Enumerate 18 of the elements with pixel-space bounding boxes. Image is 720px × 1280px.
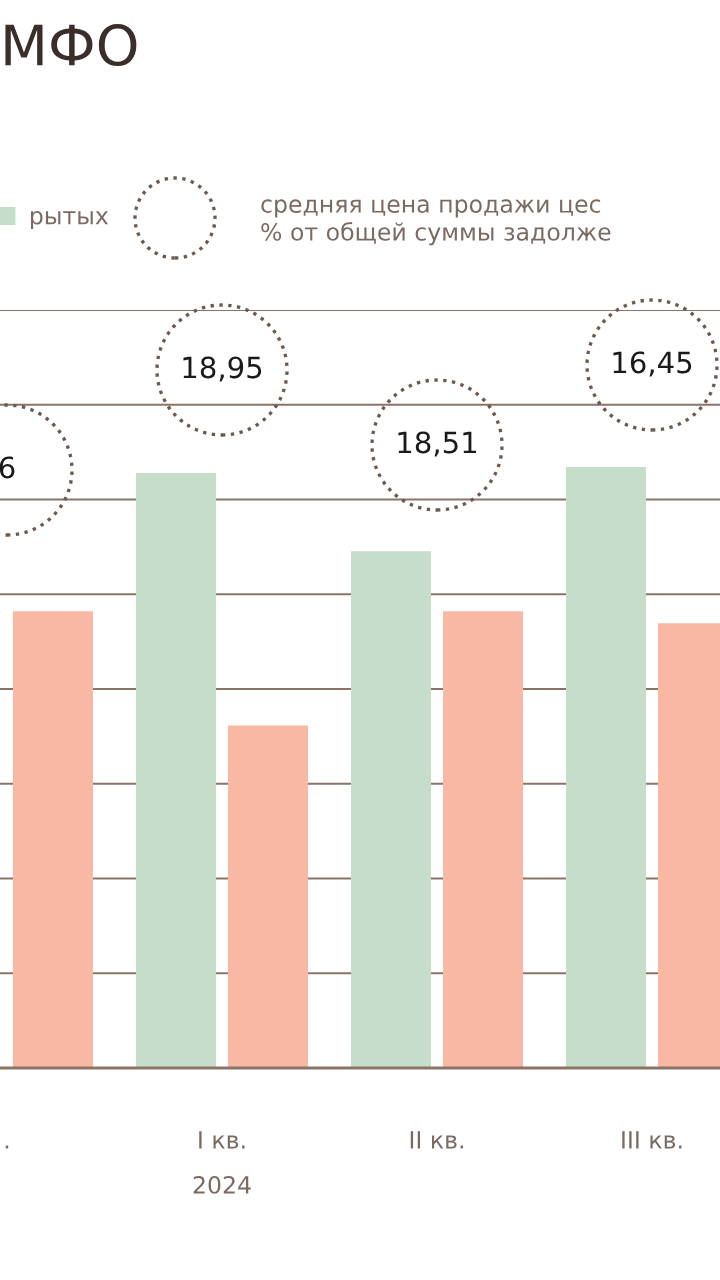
text: 2024 — [193, 1175, 251, 1194]
bar — [443, 611, 523, 1068]
text: 18,51 — [398, 431, 477, 457]
x-tick-label: III кв. — [622, 1131, 682, 1149]
bar — [228, 725, 308, 1068]
text: 16,45 — [613, 351, 692, 377]
x-tick-label: II кв. — [410, 1131, 464, 1149]
x-tick-label: . — [5, 1145, 9, 1149]
text: средняя цена продажи цес % от общей суммы задолже — [261, 199, 611, 246]
bar — [136, 473, 216, 1068]
bar — [13, 611, 93, 1068]
text: 18,95 — [183, 356, 262, 382]
legend-label: рытых — [30, 210, 109, 230]
chart-title: МФО — [5, 24, 137, 67]
bar — [351, 551, 431, 1068]
x-tick-label: I кв. — [199, 1131, 245, 1149]
annotation: 6 — [0, 456, 15, 479]
bar — [566, 467, 646, 1068]
